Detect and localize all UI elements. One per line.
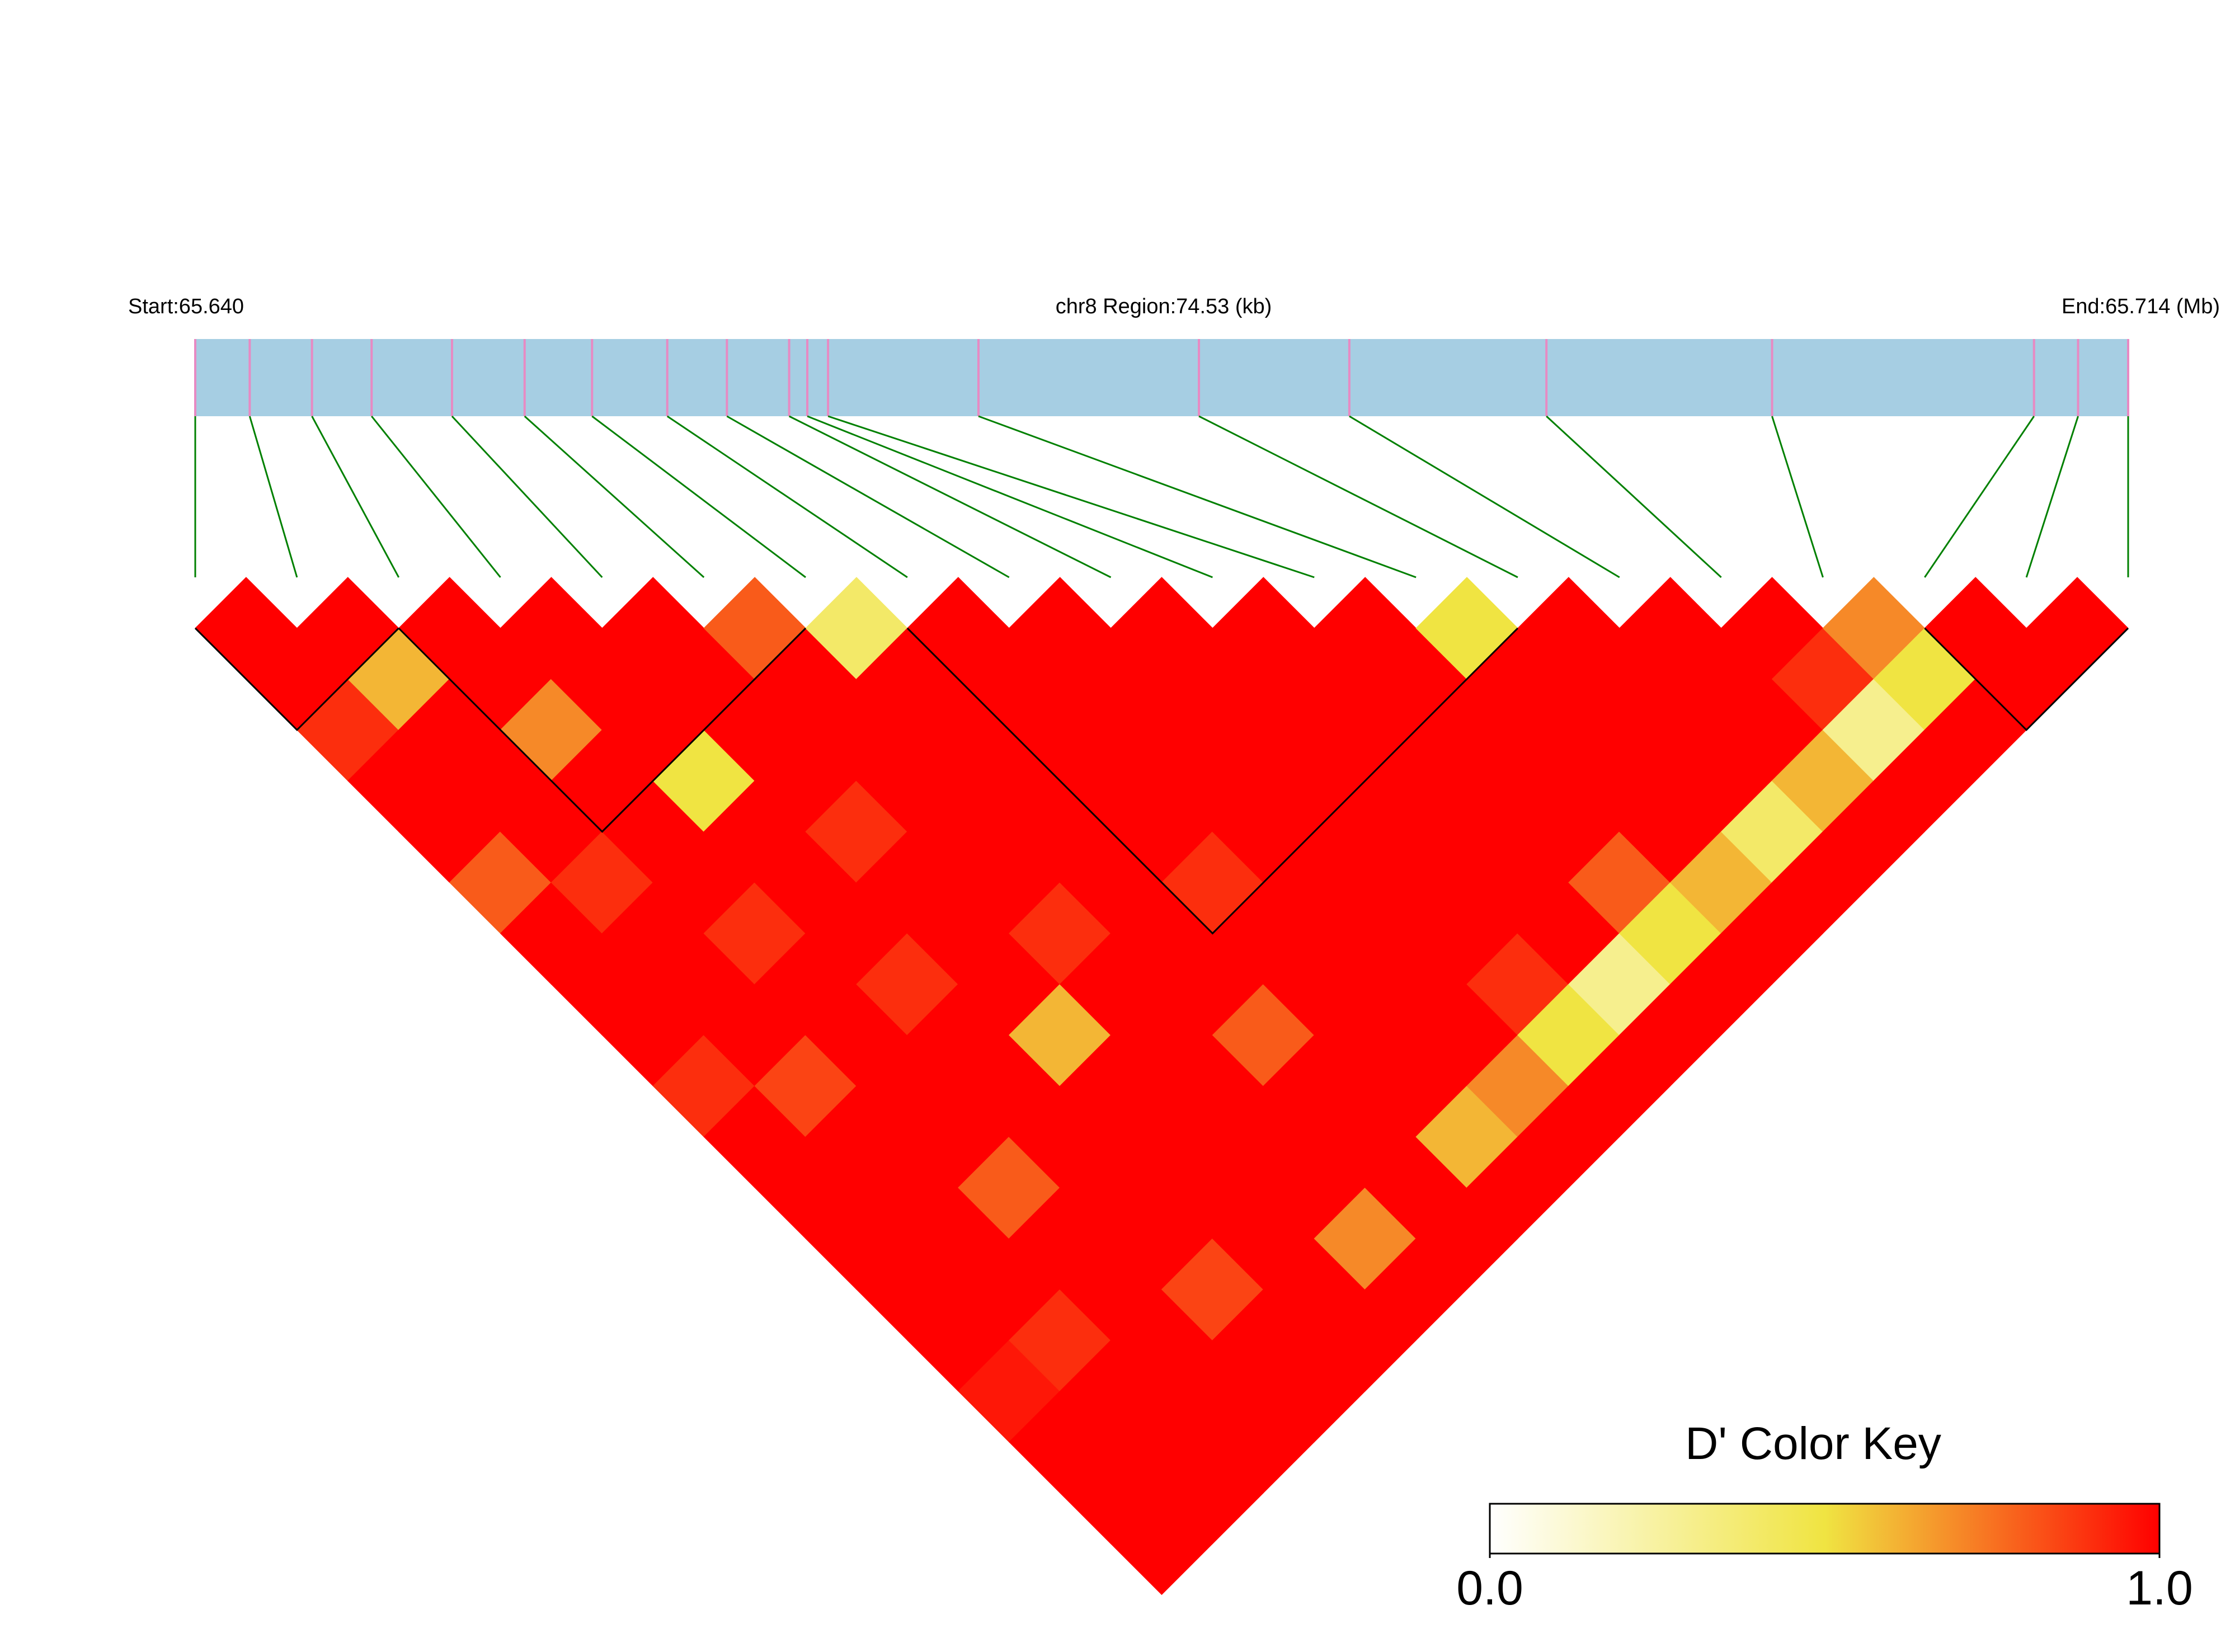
color-key-title: D' Color Key (1685, 1418, 1941, 1469)
ld-block-outline (398, 627, 807, 833)
snp-connector (788, 415, 1112, 578)
snp-connector (666, 415, 908, 578)
ld-block-outline (1924, 627, 2129, 731)
snp-connector (1771, 416, 1824, 578)
start-label: Start:65.640 (128, 295, 244, 318)
snp-connector (1349, 415, 1620, 578)
color-key-tick-label: 0.0 (1456, 1561, 1523, 1615)
ld-block-outline (194, 627, 399, 731)
end-label: End:65.714 (Mb) (2062, 295, 2220, 318)
color-key (1489, 1503, 2161, 1555)
snp-connector (1924, 416, 2035, 578)
snp-connector (248, 416, 298, 578)
snp-connector (524, 415, 705, 578)
snp-connector (978, 415, 1417, 578)
snp-connector (451, 415, 603, 578)
snp-connector (1198, 415, 1518, 578)
snp-connector (371, 416, 501, 578)
snp-connector (807, 415, 1213, 578)
snp-connector (827, 415, 1315, 578)
ld-block-outline (906, 627, 1519, 935)
color-key-tick-label: 1.0 (2126, 1561, 2193, 1615)
snp-track (195, 339, 2128, 416)
snp-connector (311, 416, 400, 578)
snp-connector (1546, 415, 1722, 578)
snp-connector (591, 415, 806, 578)
snp-connector (2025, 416, 2079, 578)
region-label: chr8 Region:74.53 (kb) (1056, 295, 1272, 318)
snp-connector (726, 415, 1010, 578)
